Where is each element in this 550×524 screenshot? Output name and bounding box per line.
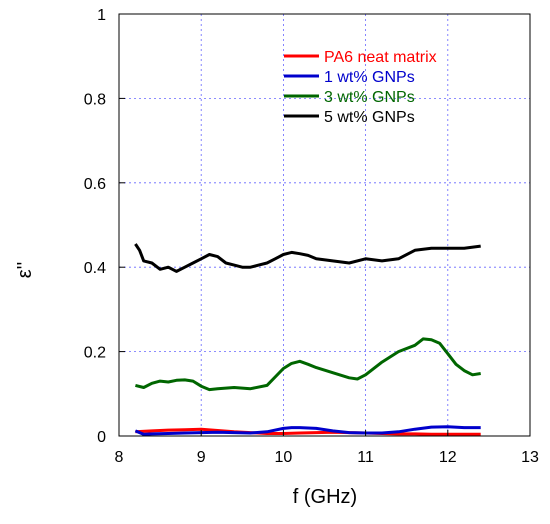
y-tick-label: 0.4 [84, 260, 106, 277]
y-tick-label: 1 [97, 7, 106, 24]
x-tick-label: 8 [115, 449, 124, 466]
series-line-3 [135, 337, 481, 392]
y-tick-label: 0.6 [84, 176, 106, 193]
legend-label-3: 3 wt% GNPs [324, 89, 415, 106]
legend: PA6 neat matrix 1 wt% GNPs 3 wt% GNPs 5 wt%… [284, 49, 437, 126]
legend-label-2: 1 wt% GNPs [324, 69, 415, 86]
x-tick-label: 12 [439, 449, 457, 466]
plot-frame [118, 13, 531, 437]
y-tick-label: 0.2 [84, 345, 106, 362]
series-line-2 [134, 425, 481, 436]
x-tick-label: 10 [275, 449, 293, 466]
y-tick-label: 0 [97, 429, 106, 446]
x-tick-label: 9 [197, 449, 206, 466]
x-axis-label: f (GHz) [293, 486, 357, 508]
axis-ticks: 8 9 10 11 12 13 0 0.2 0.4 0.6 0.8 1 [84, 7, 539, 466]
x-tick-label: 13 [521, 449, 539, 466]
series-line-1 [135, 427, 481, 436]
series-line-4 [134, 243, 481, 273]
legend-label-4: 5 wt% GNPs [324, 109, 415, 126]
legend-label-1: PA6 neat matrix [324, 49, 437, 66]
x-tick-label: 11 [357, 449, 374, 466]
y-tick-label: 0.8 [84, 91, 106, 108]
grid [119, 14, 530, 436]
series-lines [134, 243, 481, 436]
y-axis-label: ε'' [14, 262, 36, 279]
